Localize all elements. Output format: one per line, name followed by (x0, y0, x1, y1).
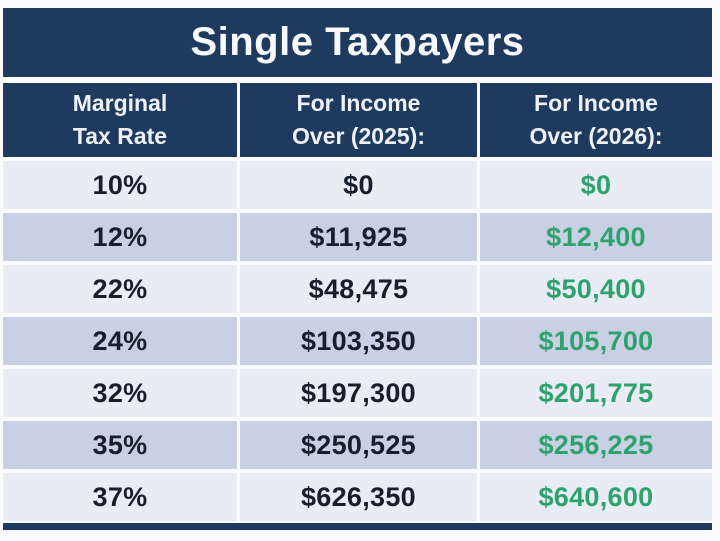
income-2026-cell: $0 (480, 161, 712, 209)
income-2025-cell: $48,475 (240, 265, 477, 313)
page-title: Single Taxpayers (190, 20, 525, 64)
header-line: Over (2026): (529, 123, 663, 149)
column-header-income-2025: For Income Over (2025): (240, 83, 477, 157)
income-2025-cell: $103,350 (240, 317, 477, 365)
income-2025-cell: $626,350 (240, 473, 477, 521)
income-2026-cell: $256,225 (480, 421, 712, 469)
income-2025-cell: $11,925 (240, 213, 477, 261)
income-2026-cell: $12,400 (480, 213, 712, 261)
tax-table: Marginal Tax Rate For Income Over (2025)… (3, 83, 712, 521)
income-2025-cell: $0 (240, 161, 477, 209)
rate-cell: 32% (3, 369, 237, 417)
income-2025-cell: $197,300 (240, 369, 477, 417)
rate-cell: 12% (3, 213, 237, 261)
header-line: Tax Rate (72, 123, 168, 149)
rate-cell: 35% (3, 421, 237, 469)
income-2026-cell: $640,600 (480, 473, 712, 521)
income-2025-cell: $250,525 (240, 421, 477, 469)
header-line: For Income (296, 89, 421, 116)
header-line: Marginal (72, 89, 168, 116)
rate-cell: 22% (3, 265, 237, 313)
column-header-marginal-tax-rate: Marginal Tax Rate (3, 83, 237, 157)
rate-cell: 24% (3, 317, 237, 365)
table-container: Single Taxpayers Marginal Tax Rate For I… (3, 8, 712, 530)
income-2026-cell: $201,775 (480, 369, 712, 417)
title-bar: Single Taxpayers (3, 8, 712, 77)
column-header-income-2026: For Income Over (2026): (480, 83, 712, 157)
rate-cell: 10% (3, 161, 237, 209)
income-2026-cell: $105,700 (480, 317, 712, 365)
header-line: For Income (534, 89, 658, 116)
income-2026-cell: $50,400 (480, 265, 712, 313)
header-line: Over (2025): (292, 123, 425, 149)
bottom-border-bar (3, 523, 712, 530)
rate-cell: 37% (3, 473, 237, 521)
